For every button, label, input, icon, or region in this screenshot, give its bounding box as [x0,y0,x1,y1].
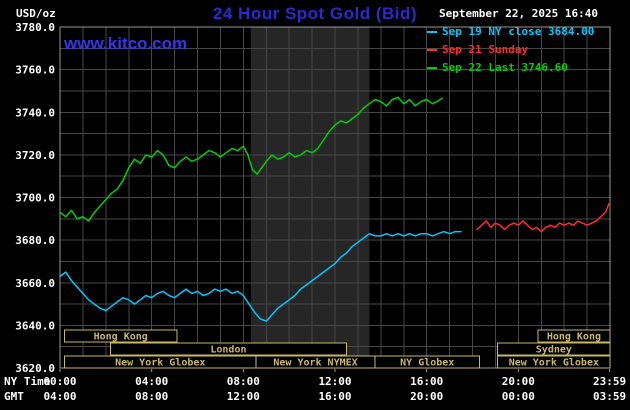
x-axis-label-gmt: 12:00 [227,390,260,403]
x-axis-label-ny: 20:00 [502,375,535,388]
x-axis-label-ny: 23:59 [593,375,626,388]
x-axis-label-ny: 00:00 [43,375,76,388]
legend-item: Sep 22 Last 3746.60 [427,61,627,74]
legend-item: Sep 21 Sunday [427,43,627,56]
x-axis-label-gmt: 00:00 [502,390,535,403]
y-axis-label: 3720.0 [15,149,55,162]
x-axis-label-ny: 16:00 [410,375,443,388]
y-axis-label: 3660.0 [15,277,55,290]
session-label: Hong Kong [94,332,148,343]
session-label: London [210,345,246,356]
session-box [374,355,480,369]
legend-dash-icon [427,48,437,51]
legend-dash-icon [427,66,437,69]
ny-time-axis-caption: NY Time [4,375,51,388]
x-axis-label-gmt: 03:59 [593,390,626,403]
session-box [497,342,611,356]
y-axis-label: 3760.0 [15,64,55,77]
session-label: New York Globex [509,358,599,369]
gmt-axis-caption: GMT [4,390,24,403]
x-axis-label-gmt: 08:00 [135,390,168,403]
x-axis-label-ny: 08:00 [227,375,260,388]
session-label: New York Globex [115,358,205,369]
chart-datetime: September 22, 2025 16:40 [439,7,598,20]
session-box [537,329,611,343]
x-axis-label-gmt: 20:00 [410,390,443,403]
y-axis-label: 3620.0 [15,362,55,375]
y-axis-label: 3680.0 [15,234,55,247]
legend-item-label: Sep 21 Sunday [442,43,529,56]
legend-item: Sep 19 NY close 3684.00 [427,25,627,38]
y-axis-label: 3780.0 [15,21,55,34]
kitco-watermark-link[interactable]: www.kitco.com [64,34,188,53]
session-label: Hong Kong [547,332,601,343]
price-line-sep22 [59,96,443,222]
session-label: Sydney [536,345,572,356]
session-label: New York NYMEX [273,358,357,369]
session-label: NY Globex [400,358,454,369]
chart-title: 24 Hour Spot Gold (Bid) [212,4,418,23]
session-box [497,355,611,369]
x-axis-label-ny: 12:00 [318,375,351,388]
x-axis-label-gmt: 04:00 [43,390,76,403]
units-label: USD/oz [16,7,56,20]
y-axis-label: 3640.0 [15,319,55,332]
session-box [64,329,178,343]
legend-item-label: Sep 22 Last 3746.60 [442,61,568,74]
x-axis-label-gmt: 16:00 [318,390,351,403]
legend-dash-icon [427,30,437,33]
legend-block: September 22, 2025 16:40 Sep 19 NY close… [427,7,627,74]
x-axis-label-ny: 04:00 [135,375,168,388]
legend: Sep 19 NY close 3684.00 Sep 21 Sunday Sep … [427,25,627,74]
y-axis-label: 3740.0 [15,106,55,119]
session-box [109,342,347,356]
price-line-sep19 [59,230,462,322]
legend-item-label: Sep 19 NY close 3684.00 [442,25,595,38]
price-line-sep21 [476,203,610,233]
y-axis-label: 3700.0 [15,192,55,205]
